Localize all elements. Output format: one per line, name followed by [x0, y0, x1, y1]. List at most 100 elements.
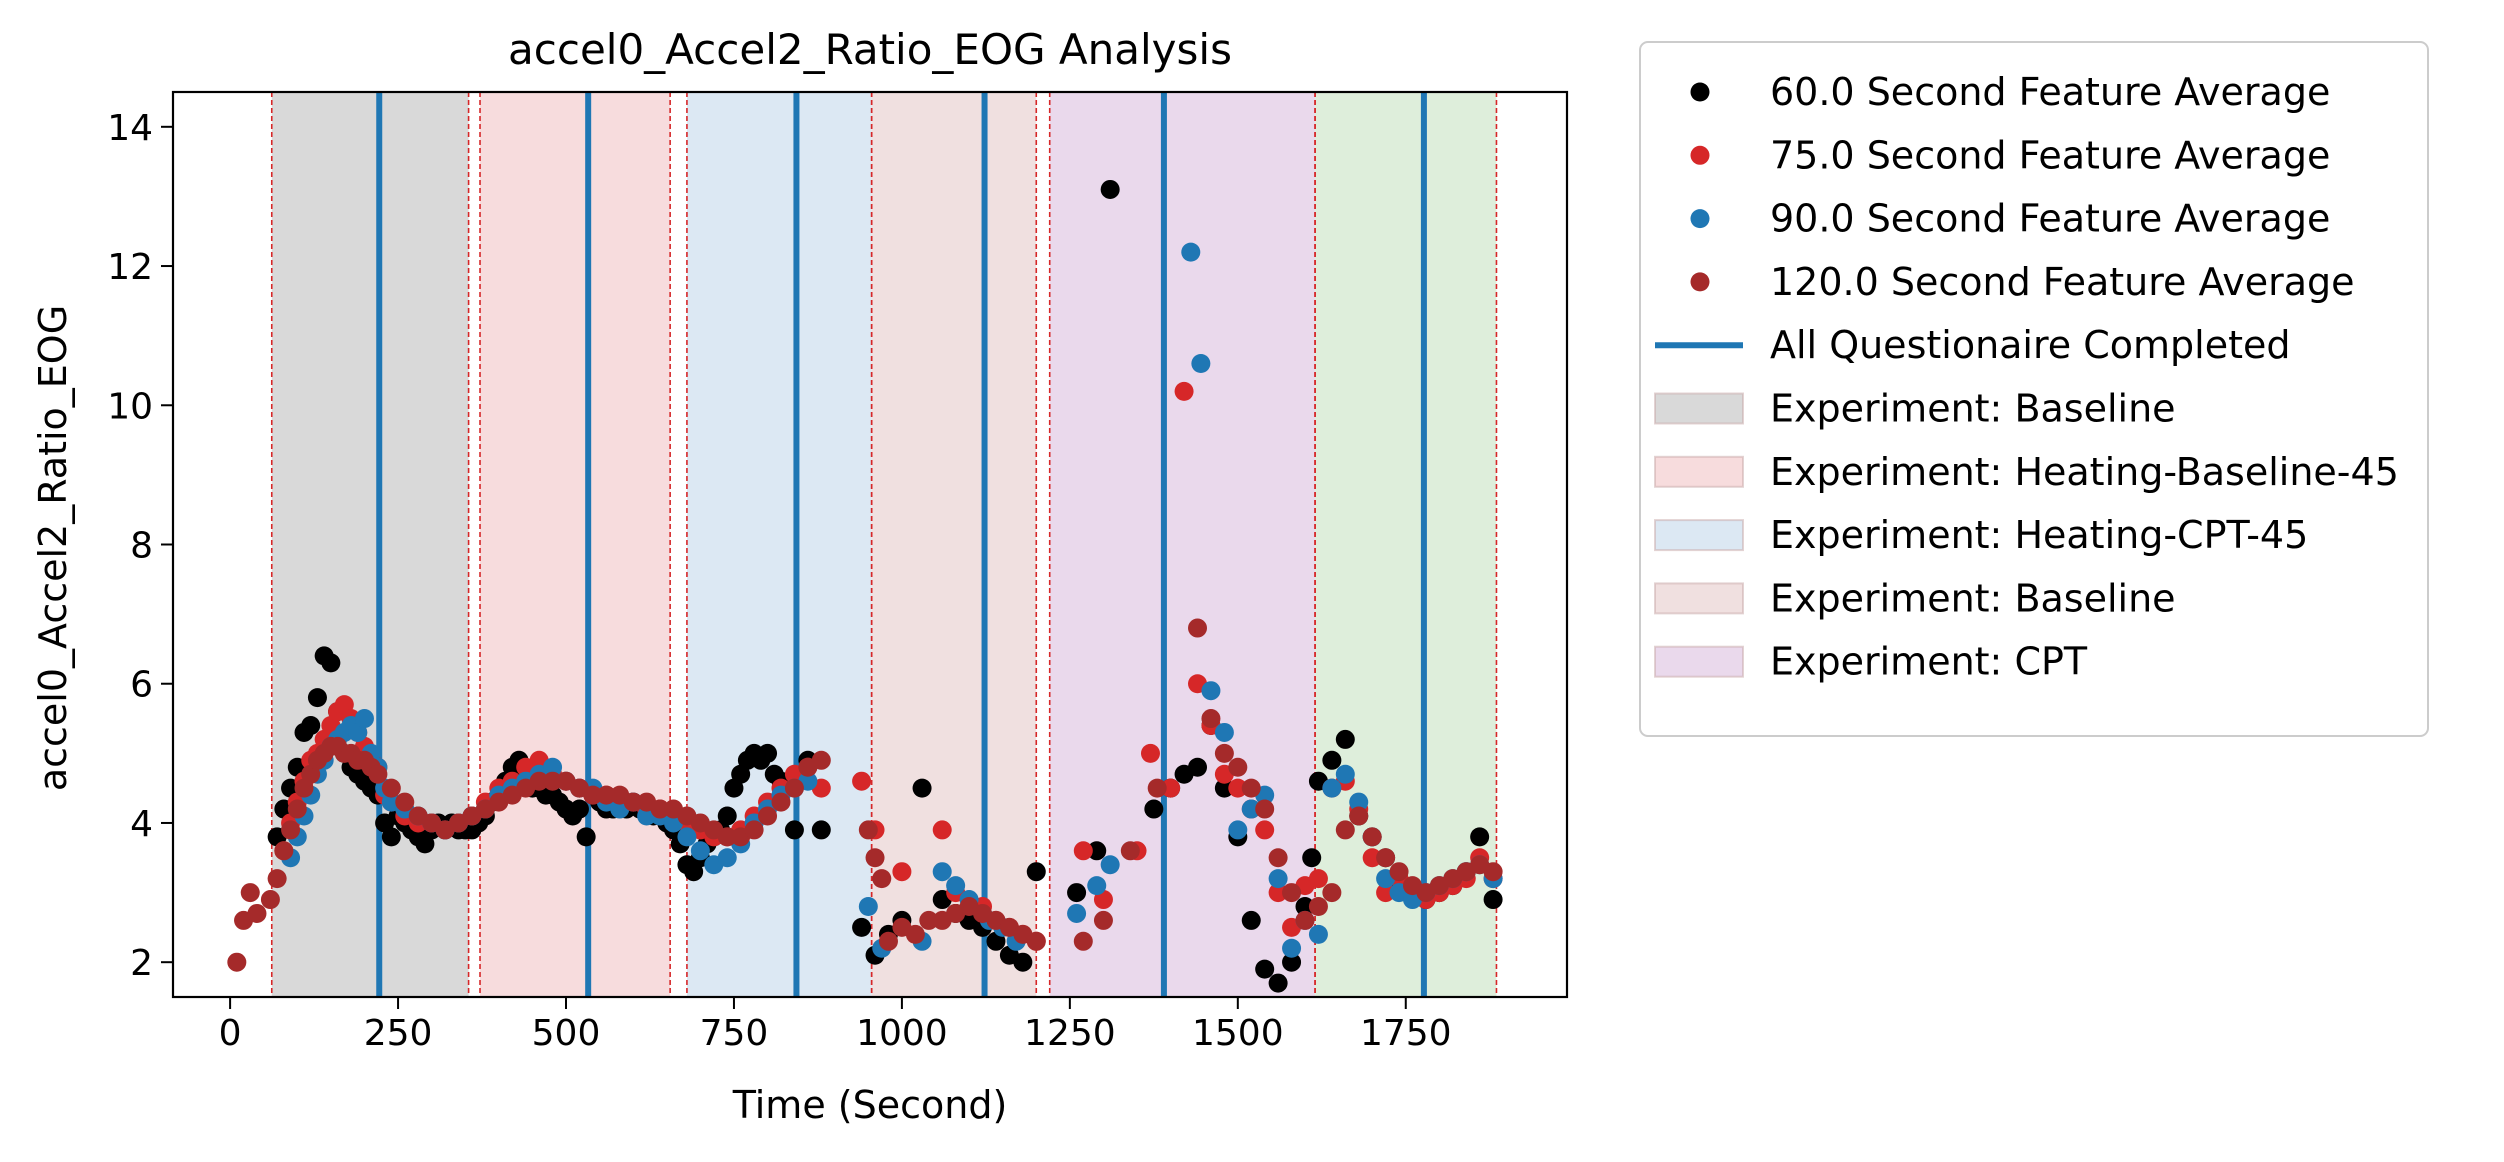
x-tick-label: 1000	[856, 1013, 948, 1054]
y-tick-label: 6	[130, 665, 153, 706]
plot-contents	[227, 92, 1503, 997]
legend-label: 90.0 Second Feature Average	[1770, 197, 2330, 241]
data-point	[1120, 841, 1140, 861]
data-point	[1295, 897, 1315, 916]
y-tick-label: 12	[107, 247, 153, 288]
data-point	[1241, 799, 1261, 819]
data-point	[858, 897, 878, 916]
plot-area: 0 250 500 750 1000 1250 1500 1750 2 4 6 8 10 12 14	[107, 90, 1569, 1054]
data-point	[1093, 910, 1113, 930]
data-point	[919, 910, 939, 930]
data-point	[1268, 848, 1288, 868]
data-point	[1308, 924, 1328, 944]
data-point	[932, 820, 952, 840]
data-point	[1228, 757, 1248, 777]
data-point	[1100, 855, 1120, 875]
data-point	[1228, 820, 1248, 840]
data-point	[771, 792, 791, 812]
data-point	[1282, 952, 1302, 972]
data-point	[1362, 827, 1382, 847]
data-point	[1201, 709, 1221, 729]
data-point	[1026, 931, 1046, 951]
data-point	[623, 792, 643, 812]
data-point	[758, 806, 778, 826]
data-point	[1161, 778, 1181, 798]
data-point	[307, 688, 327, 708]
data-point	[395, 792, 415, 812]
data-point	[1483, 890, 1503, 910]
y-tick-label: 10	[107, 386, 153, 427]
legend-marker	[1690, 272, 1710, 292]
legend-patch	[1654, 582, 1744, 615]
data-point	[1201, 681, 1221, 701]
data-point	[543, 757, 563, 777]
data-point	[878, 931, 898, 951]
data-point	[1241, 910, 1261, 930]
data-point	[354, 709, 374, 729]
data-point	[381, 778, 401, 798]
data-point	[1255, 799, 1275, 819]
data-point	[1255, 959, 1275, 979]
data-point	[529, 771, 549, 791]
data-point	[932, 862, 952, 882]
data-point	[1181, 242, 1201, 262]
data-point	[1188, 618, 1208, 638]
data-point	[583, 785, 603, 805]
data-point	[1214, 722, 1234, 742]
legend-marker	[1690, 82, 1710, 102]
phase-band	[871, 92, 1037, 997]
data-point	[1191, 354, 1211, 373]
data-point	[1073, 841, 1093, 861]
data-point	[717, 827, 737, 847]
data-point	[1067, 883, 1087, 903]
data-point	[247, 903, 267, 923]
data-point	[1268, 973, 1288, 993]
data-point	[543, 771, 563, 791]
legend-box	[1639, 41, 2429, 737]
phase-band	[271, 92, 469, 997]
data-point	[690, 841, 710, 861]
data-point	[1282, 883, 1302, 903]
data-point	[1144, 799, 1164, 819]
phase-band	[480, 92, 671, 997]
x-tick-label: 0	[219, 1013, 242, 1054]
data-point	[912, 778, 932, 798]
data-point	[240, 883, 260, 903]
data-point	[1214, 743, 1234, 763]
data-point	[858, 820, 878, 840]
data-point	[717, 806, 737, 826]
data-point	[1013, 952, 1033, 972]
y-axis-label: accel0_Accel2_Ratio_EOG	[31, 305, 75, 791]
legend-patch	[1654, 392, 1744, 425]
data-point	[1067, 903, 1087, 923]
data-point	[892, 862, 912, 882]
data-point	[301, 716, 321, 735]
data-point	[1228, 778, 1248, 798]
data-point	[1188, 757, 1208, 777]
data-point	[1214, 778, 1234, 798]
data-point	[1295, 910, 1315, 930]
data-point	[1335, 820, 1355, 840]
data-point	[260, 890, 280, 910]
legend-label: Experiment: Heating-CPT-45	[1770, 513, 2308, 557]
phase-band	[1315, 92, 1497, 997]
data-point	[596, 785, 616, 805]
legend-label: 60.0 Second Feature Average	[1770, 70, 2330, 114]
data-point	[274, 841, 294, 861]
data-point	[784, 820, 804, 840]
data-point	[852, 917, 872, 937]
legend-marker	[1690, 209, 1710, 229]
data-point	[1268, 883, 1288, 903]
data-point	[1362, 848, 1382, 868]
data-point	[321, 653, 341, 673]
legend-patch	[1654, 645, 1744, 678]
x-tick-label: 1750	[1360, 1013, 1452, 1054]
data-point	[1376, 848, 1396, 868]
legend-label: Experiment: Baseline	[1770, 576, 2176, 620]
data-point	[1322, 750, 1342, 770]
legend-label: Experiment: Baseline	[1770, 387, 2176, 431]
x-tick-label: 500	[532, 1013, 601, 1054]
data-point	[677, 827, 697, 847]
